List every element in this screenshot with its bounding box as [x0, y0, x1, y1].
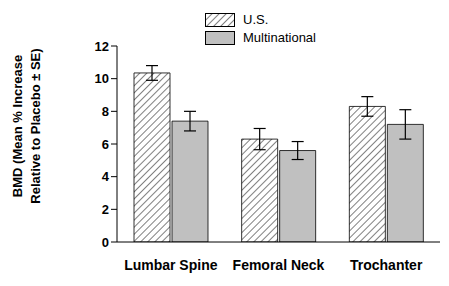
- svg-text:Trochanter: Trochanter: [350, 257, 423, 273]
- svg-text:6: 6: [102, 137, 109, 152]
- svg-text:0: 0: [102, 235, 109, 250]
- svg-text:12: 12: [95, 39, 109, 54]
- svg-text:Lumbar Spine: Lumbar Spine: [124, 257, 218, 273]
- svg-text:2: 2: [102, 202, 109, 217]
- html-text:U.S.: U.S.: [243, 12, 269, 27]
- svg-text:8: 8: [102, 104, 109, 119]
- html-text:Multinational: Multinational: [243, 30, 316, 45]
- svg-text:10: 10: [95, 71, 109, 86]
- svg-text:Femoral Neck: Femoral Neck: [233, 257, 325, 273]
- svg-text:BMD (Mean % Increase: BMD (Mean % Increase: [10, 55, 25, 197]
- svg-text:Relative to Placebo ± SE): Relative to Placebo ± SE): [28, 48, 43, 203]
- svg-text:4: 4: [102, 169, 110, 184]
